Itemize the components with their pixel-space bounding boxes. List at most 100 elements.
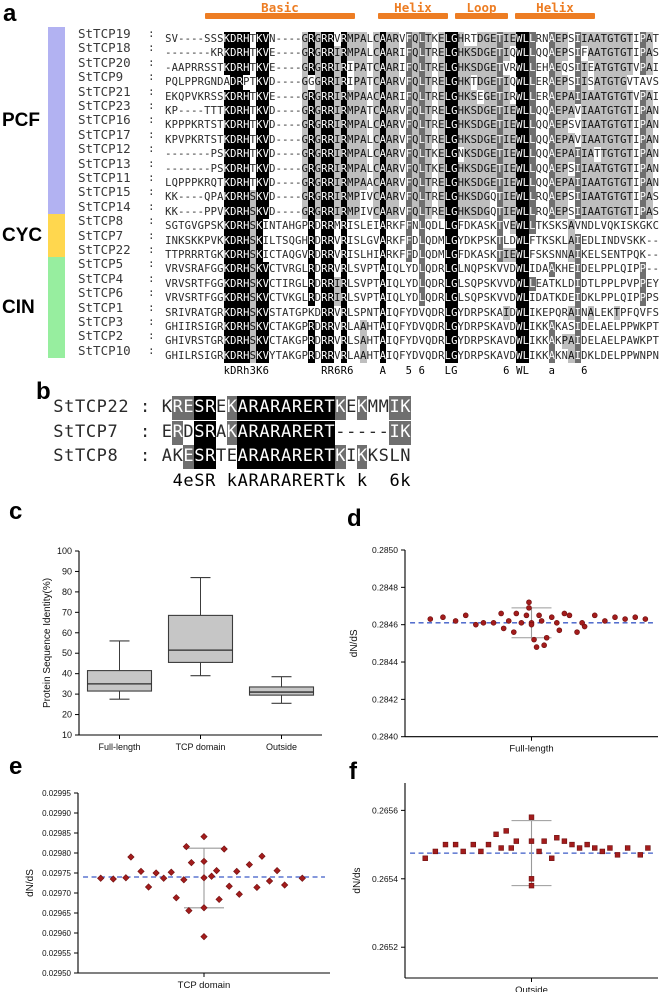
residue: A <box>360 104 367 119</box>
residue: A <box>568 348 575 364</box>
residue <box>75 462 86 486</box>
residue: R <box>236 104 243 119</box>
residue: L <box>594 349 601 362</box>
residue: L <box>418 104 425 119</box>
alignment-row: StTCP11: LQPPPKRQTKDRHTKVD----GRGRRIRMPAA… <box>0 170 668 191</box>
data-point <box>172 894 180 902</box>
residue: E <box>438 190 445 205</box>
residue: K <box>223 320 230 335</box>
residue: - <box>191 105 198 117</box>
residue: P <box>561 132 568 148</box>
residue: S <box>353 234 360 247</box>
residue: A <box>542 292 549 305</box>
y-tick-label: 0.02950 <box>42 969 71 978</box>
residue: R <box>327 233 334 248</box>
separator: : <box>148 99 155 112</box>
residue: G <box>451 89 458 104</box>
residue: K <box>555 263 562 276</box>
residue <box>161 462 172 486</box>
residue: I <box>574 348 581 364</box>
residue: Q <box>542 148 549 161</box>
residue: L <box>522 204 529 220</box>
residue: F <box>405 104 412 119</box>
residue: S <box>249 320 256 335</box>
residue: T <box>613 305 620 320</box>
residue: A <box>379 219 386 234</box>
residue: - <box>165 47 172 60</box>
residue: R <box>191 335 198 348</box>
residue: L <box>444 190 451 205</box>
residue-grid: SV----SSSKDRHTKVN----GRGRRVRMPALCAARVFQL… <box>165 27 659 47</box>
residue: Q <box>412 190 419 205</box>
residue: G <box>204 76 211 89</box>
residue: K <box>639 249 646 261</box>
residue: P <box>353 204 360 220</box>
residue: Y <box>405 292 412 305</box>
residue: G <box>197 220 204 233</box>
sequence-name: StTCP16 <box>78 112 131 128</box>
residue: S <box>353 277 360 290</box>
residue: K <box>223 161 230 176</box>
residue: D <box>230 219 237 234</box>
residue-grid: -------KRKDRHTKVE----GRGRRIRMPALCAARIFQL… <box>165 41 659 61</box>
residue: L <box>269 234 276 247</box>
residue: A <box>282 249 289 261</box>
residue: D <box>477 104 484 119</box>
residue: P <box>210 205 217 218</box>
residue: G <box>620 147 627 162</box>
residue: K <box>161 397 172 417</box>
residue: S <box>483 335 490 348</box>
residue: R <box>217 349 224 362</box>
residue: N <box>607 234 614 247</box>
residue: G <box>483 32 490 47</box>
residue: : <box>140 421 151 442</box>
residue: I <box>178 306 185 319</box>
residue: F <box>405 32 412 47</box>
alignment-row: StTCP20: -AAPRRSSTKDRHTKVE----GRGRRIRIPAT… <box>0 55 668 76</box>
residue: V <box>633 90 640 103</box>
residue: P <box>171 119 178 132</box>
residue: E <box>183 396 194 420</box>
residue <box>129 413 140 437</box>
residue: E <box>490 176 497 191</box>
residue: A <box>548 204 555 220</box>
residue: - <box>275 119 282 132</box>
alignment-row: StTCP6: VRVSRTFGGKDRHSKVCTVKGLRDRRIRLSVPT… <box>0 285 668 306</box>
residue: K <box>197 234 204 247</box>
residue: N <box>581 220 588 233</box>
residue: h <box>243 364 250 377</box>
residue: R <box>431 76 438 89</box>
data-point <box>485 841 492 848</box>
residue: K <box>288 321 295 333</box>
residue: P <box>184 119 191 132</box>
residue: I <box>347 61 354 74</box>
residue: T <box>496 190 503 205</box>
residue: E <box>509 104 516 119</box>
residue: A <box>626 335 633 348</box>
residue: S <box>210 119 217 132</box>
residue: G <box>295 292 302 305</box>
residue: G <box>451 161 458 176</box>
residue: T <box>613 118 620 133</box>
residue: R <box>321 320 328 335</box>
residue: G <box>295 263 302 276</box>
residue: W <box>516 262 523 277</box>
residue: R <box>535 205 542 218</box>
residue: H <box>243 32 250 47</box>
residue: M <box>438 249 445 261</box>
group-label-cin: CIN <box>2 296 35 318</box>
residue: S <box>568 321 575 333</box>
residue: T <box>249 76 256 89</box>
residue: - <box>295 133 302 146</box>
residue: Q <box>288 249 295 261</box>
residue: S <box>249 348 256 364</box>
residue: S <box>184 263 191 276</box>
residue: R <box>197 119 204 132</box>
residue: A <box>366 177 373 189</box>
residue: D <box>230 75 237 90</box>
residue: T <box>204 335 211 348</box>
residue: R <box>313 396 325 420</box>
residue: A <box>386 132 393 148</box>
residue: P <box>210 162 217 175</box>
residue: L <box>347 321 354 333</box>
